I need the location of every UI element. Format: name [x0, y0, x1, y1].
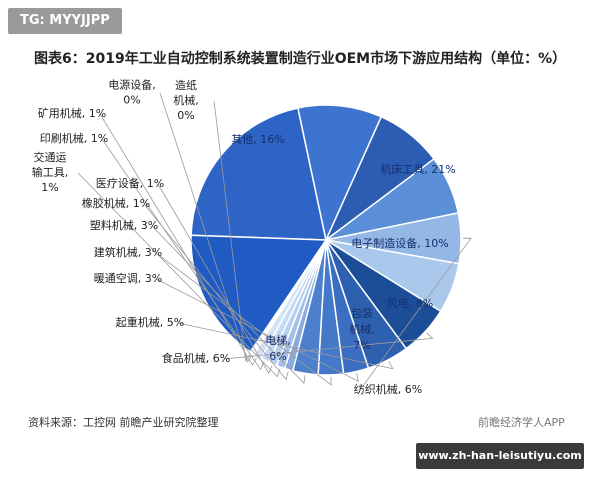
slice-label: 印刷机械, 1% — [40, 131, 108, 145]
slice-label: 风电, 8% — [387, 297, 433, 310]
slice-label: 交通运输工具, 1% — [32, 150, 69, 194]
pie-slice — [297, 104, 383, 243]
slice-label: 包装机械, 7% — [349, 307, 375, 352]
slice-label: 机床工具, 21% — [380, 162, 455, 176]
slice-label: 医疗设备, 1% — [96, 176, 164, 190]
slice-labels: 机床工具, 21% 电子制造设备, 10% 风电, 8% 包装机械, 7% 纺织机械, 6… — [32, 78, 456, 397]
slice-label: 造纸机械, 0% — [173, 78, 199, 122]
slice-label: 暖通空调, 3% — [94, 271, 162, 285]
slice-label: 塑料机械, 3% — [90, 218, 158, 232]
leader-line — [155, 278, 359, 383]
pie-slices — [190, 104, 462, 376]
leader-line — [99, 113, 257, 366]
chart-title: 图表6：2019年工业自动控制系统装置制造行业OEM市场下游应用结构（单位：%） — [34, 51, 567, 67]
slice-label: 其他, 16% — [231, 133, 284, 146]
watermark-tag: TG: MYYJJPP — [8, 8, 122, 34]
leader-line — [143, 203, 289, 381]
source-note: 资料来源：工控网 前瞻产业研究院整理 — [28, 416, 219, 429]
leader-line — [151, 225, 306, 385]
leader-line — [155, 252, 332, 386]
watermark-brand: 前瞻经济学人APP — [478, 416, 565, 429]
leader-line — [359, 237, 472, 391]
leader-line — [77, 172, 281, 378]
slice-label: 食品机械, 6% — [162, 351, 230, 365]
footer-url: www.zh-han-leisutiyu.com — [416, 443, 584, 469]
leader-line — [177, 322, 394, 370]
slice-label: 电源设备, 0% — [108, 78, 156, 107]
slice-label: 橡胶机械, 1% — [82, 196, 150, 210]
slice-label: 纺织机械, 6% — [354, 382, 422, 396]
leader-line — [159, 92, 253, 363]
leader-lines — [77, 92, 472, 391]
leader-line — [223, 332, 434, 360]
slice-label: 电梯, 6% — [265, 334, 291, 363]
slice-label: 电子制造设备, 10% — [351, 236, 448, 250]
slice-label: 起重机械, 5% — [116, 315, 184, 329]
leader-line — [101, 138, 265, 371]
leader-line — [213, 100, 251, 362]
pie-slice — [190, 107, 327, 241]
slice-label: 矿用机械, 1% — [38, 106, 106, 120]
leader-line — [157, 183, 273, 375]
slice-label: 建筑机械, 3% — [94, 245, 162, 259]
